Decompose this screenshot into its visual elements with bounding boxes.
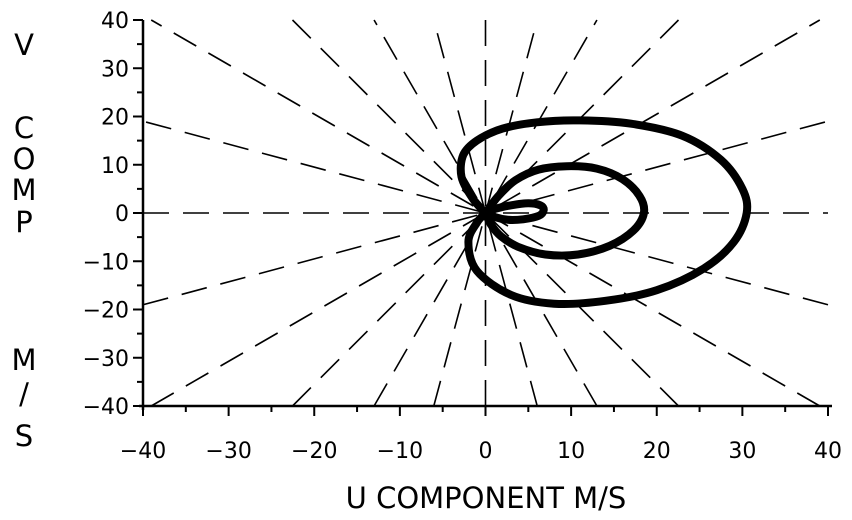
x-tick-label: −30 [205, 439, 251, 464]
reference-line-45deg [291, 19, 680, 407]
x-tick-label: 30 [728, 439, 756, 464]
reference-line-135deg [291, 19, 680, 407]
reference-line-30deg [150, 19, 821, 407]
hodograph-loop-1 [456, 116, 752, 308]
reference-line-150deg [150, 19, 821, 407]
x-tick-label: −10 [377, 439, 423, 464]
y-tick-label: 0 [115, 202, 129, 227]
x-tick-label: 0 [479, 439, 493, 464]
y-tick-label: 40 [101, 9, 129, 34]
x-tick-label: 40 [814, 439, 842, 464]
y-axis-label-char: C [14, 111, 34, 145]
y-tick-label: 20 [101, 106, 129, 131]
hodograph-loop-3 [481, 199, 548, 224]
y-axis-label-char: S [15, 419, 33, 453]
y-axis-label-char: M [11, 343, 36, 377]
reference-line-105deg [433, 19, 538, 407]
data-series [456, 116, 752, 308]
y-tick-label: 10 [101, 154, 129, 179]
x-tick-label: −40 [120, 439, 166, 464]
y-tick-label: 30 [101, 57, 129, 82]
y-tick-label: −30 [83, 347, 129, 372]
y-axis-label-char: P [15, 205, 33, 239]
x-tick-label: 10 [557, 439, 585, 464]
x-axis-label: U COMPONENT M/S [346, 481, 627, 515]
y-tick-label: −10 [83, 250, 129, 275]
x-tick-label: 20 [643, 439, 671, 464]
y-axis-label-char: / [19, 377, 29, 411]
y-axis-label-char: V [14, 28, 34, 62]
y-tick-label: −20 [83, 299, 129, 324]
hodograph-loop-2 [481, 162, 649, 260]
tick-labels: −40 −30 −20 −10 0 10 20 30 40 40 30 20 10 0 −10 −20 −30 −… [83, 9, 842, 464]
y-axis-label-char: M [11, 173, 36, 207]
y-tick-label: −40 [83, 395, 129, 420]
axes [133, 19, 832, 416]
y-axis-label-char: O [13, 142, 36, 176]
x-tick-label: −20 [291, 439, 337, 464]
reference-line-75deg [433, 19, 538, 407]
